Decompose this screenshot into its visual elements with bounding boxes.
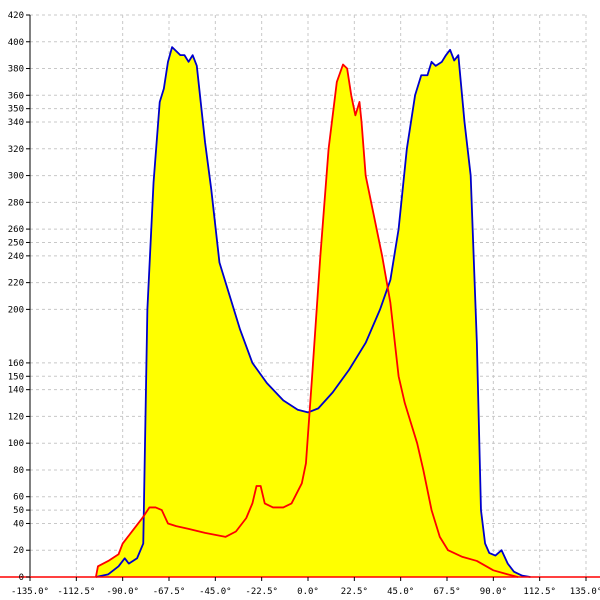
y-tick-label-12: 220 <box>8 279 24 289</box>
y-tick-label-1: 20 <box>13 546 24 556</box>
x-tick-label-9: 67.5° <box>433 587 460 597</box>
x-tick-label-10: 90.0° <box>480 587 507 597</box>
y-tick-label-24: 420 <box>8 11 24 21</box>
y-tick-label-9: 150 <box>8 372 24 382</box>
y-tick-label-18: 320 <box>8 145 24 155</box>
series-area-0 <box>95 47 531 578</box>
x-tick-label-1: -112.5° <box>57 587 95 597</box>
y-tick-label-2: 40 <box>13 519 24 529</box>
x-tick-label-8: 45.0° <box>387 587 414 597</box>
y-tick-label-16: 280 <box>8 198 24 208</box>
x-tick-label-0: -135.0° <box>11 587 49 597</box>
series-layer <box>95 46 531 578</box>
y-tick-label-20: 350 <box>8 105 24 115</box>
y-tick-label-21: 360 <box>8 91 24 101</box>
series-area-1 <box>95 64 519 577</box>
axes <box>0 14 600 581</box>
y-tick-label-0: 0 <box>19 573 24 583</box>
y-tick-label-11: 200 <box>8 305 24 315</box>
y-tick-label-14: 250 <box>8 238 24 248</box>
x-tick-label-12: 135.0° <box>570 587 600 597</box>
y-tick-label-6: 100 <box>8 439 24 449</box>
y-tick-label-7: 120 <box>8 412 24 422</box>
y-tick-label-22: 380 <box>8 65 24 75</box>
y-tick-label-5: 80 <box>13 466 24 476</box>
x-tick-label-2: -90.0° <box>106 587 139 597</box>
tick-labels: -135.0° -112.5° -90.0° -67.5° -45.0° -22.5° 0.… <box>8 11 600 597</box>
y-tick-label-17: 300 <box>8 172 24 182</box>
y-tick-label-19: 340 <box>8 118 24 128</box>
y-tick-label-10: 160 <box>8 359 24 369</box>
series-line-0 <box>95 46 531 578</box>
x-tick-label-3: -67.5° <box>153 587 186 597</box>
x-tick-label-6: 0.0° <box>297 587 319 597</box>
y-tick-label-15: 260 <box>8 225 24 235</box>
y-tick-label-13: 240 <box>8 252 24 262</box>
x-tick-label-4: -45.0° <box>199 587 232 597</box>
x-tick-label-7: 22.5° <box>341 587 368 597</box>
y-tick-label-3: 50 <box>13 506 24 516</box>
series-line-1 <box>95 63 519 578</box>
area-fill-layer <box>95 47 531 578</box>
y-tick-label-23: 400 <box>8 38 24 48</box>
x-tick-label-11: 112.5° <box>523 587 556 597</box>
x-tick-label-5: -22.5° <box>245 587 278 597</box>
y-tick-label-4: 60 <box>13 493 24 503</box>
y-tick-label-8: 140 <box>8 386 24 396</box>
